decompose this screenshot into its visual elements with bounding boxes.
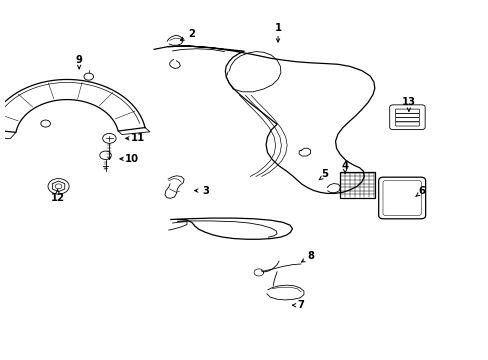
Text: 1: 1 bbox=[274, 23, 281, 33]
Text: 4: 4 bbox=[341, 161, 348, 171]
Text: 5: 5 bbox=[321, 168, 328, 179]
Text: 12: 12 bbox=[50, 193, 64, 203]
Text: 13: 13 bbox=[401, 98, 415, 107]
Text: 9: 9 bbox=[76, 55, 82, 65]
Text: 7: 7 bbox=[297, 300, 304, 310]
Text: 8: 8 bbox=[306, 251, 313, 261]
Text: 2: 2 bbox=[188, 28, 195, 39]
Bar bbox=[340, 172, 374, 198]
Text: 10: 10 bbox=[124, 154, 139, 164]
Text: 6: 6 bbox=[417, 186, 425, 195]
Text: 11: 11 bbox=[131, 133, 145, 143]
Text: 3: 3 bbox=[203, 186, 209, 195]
